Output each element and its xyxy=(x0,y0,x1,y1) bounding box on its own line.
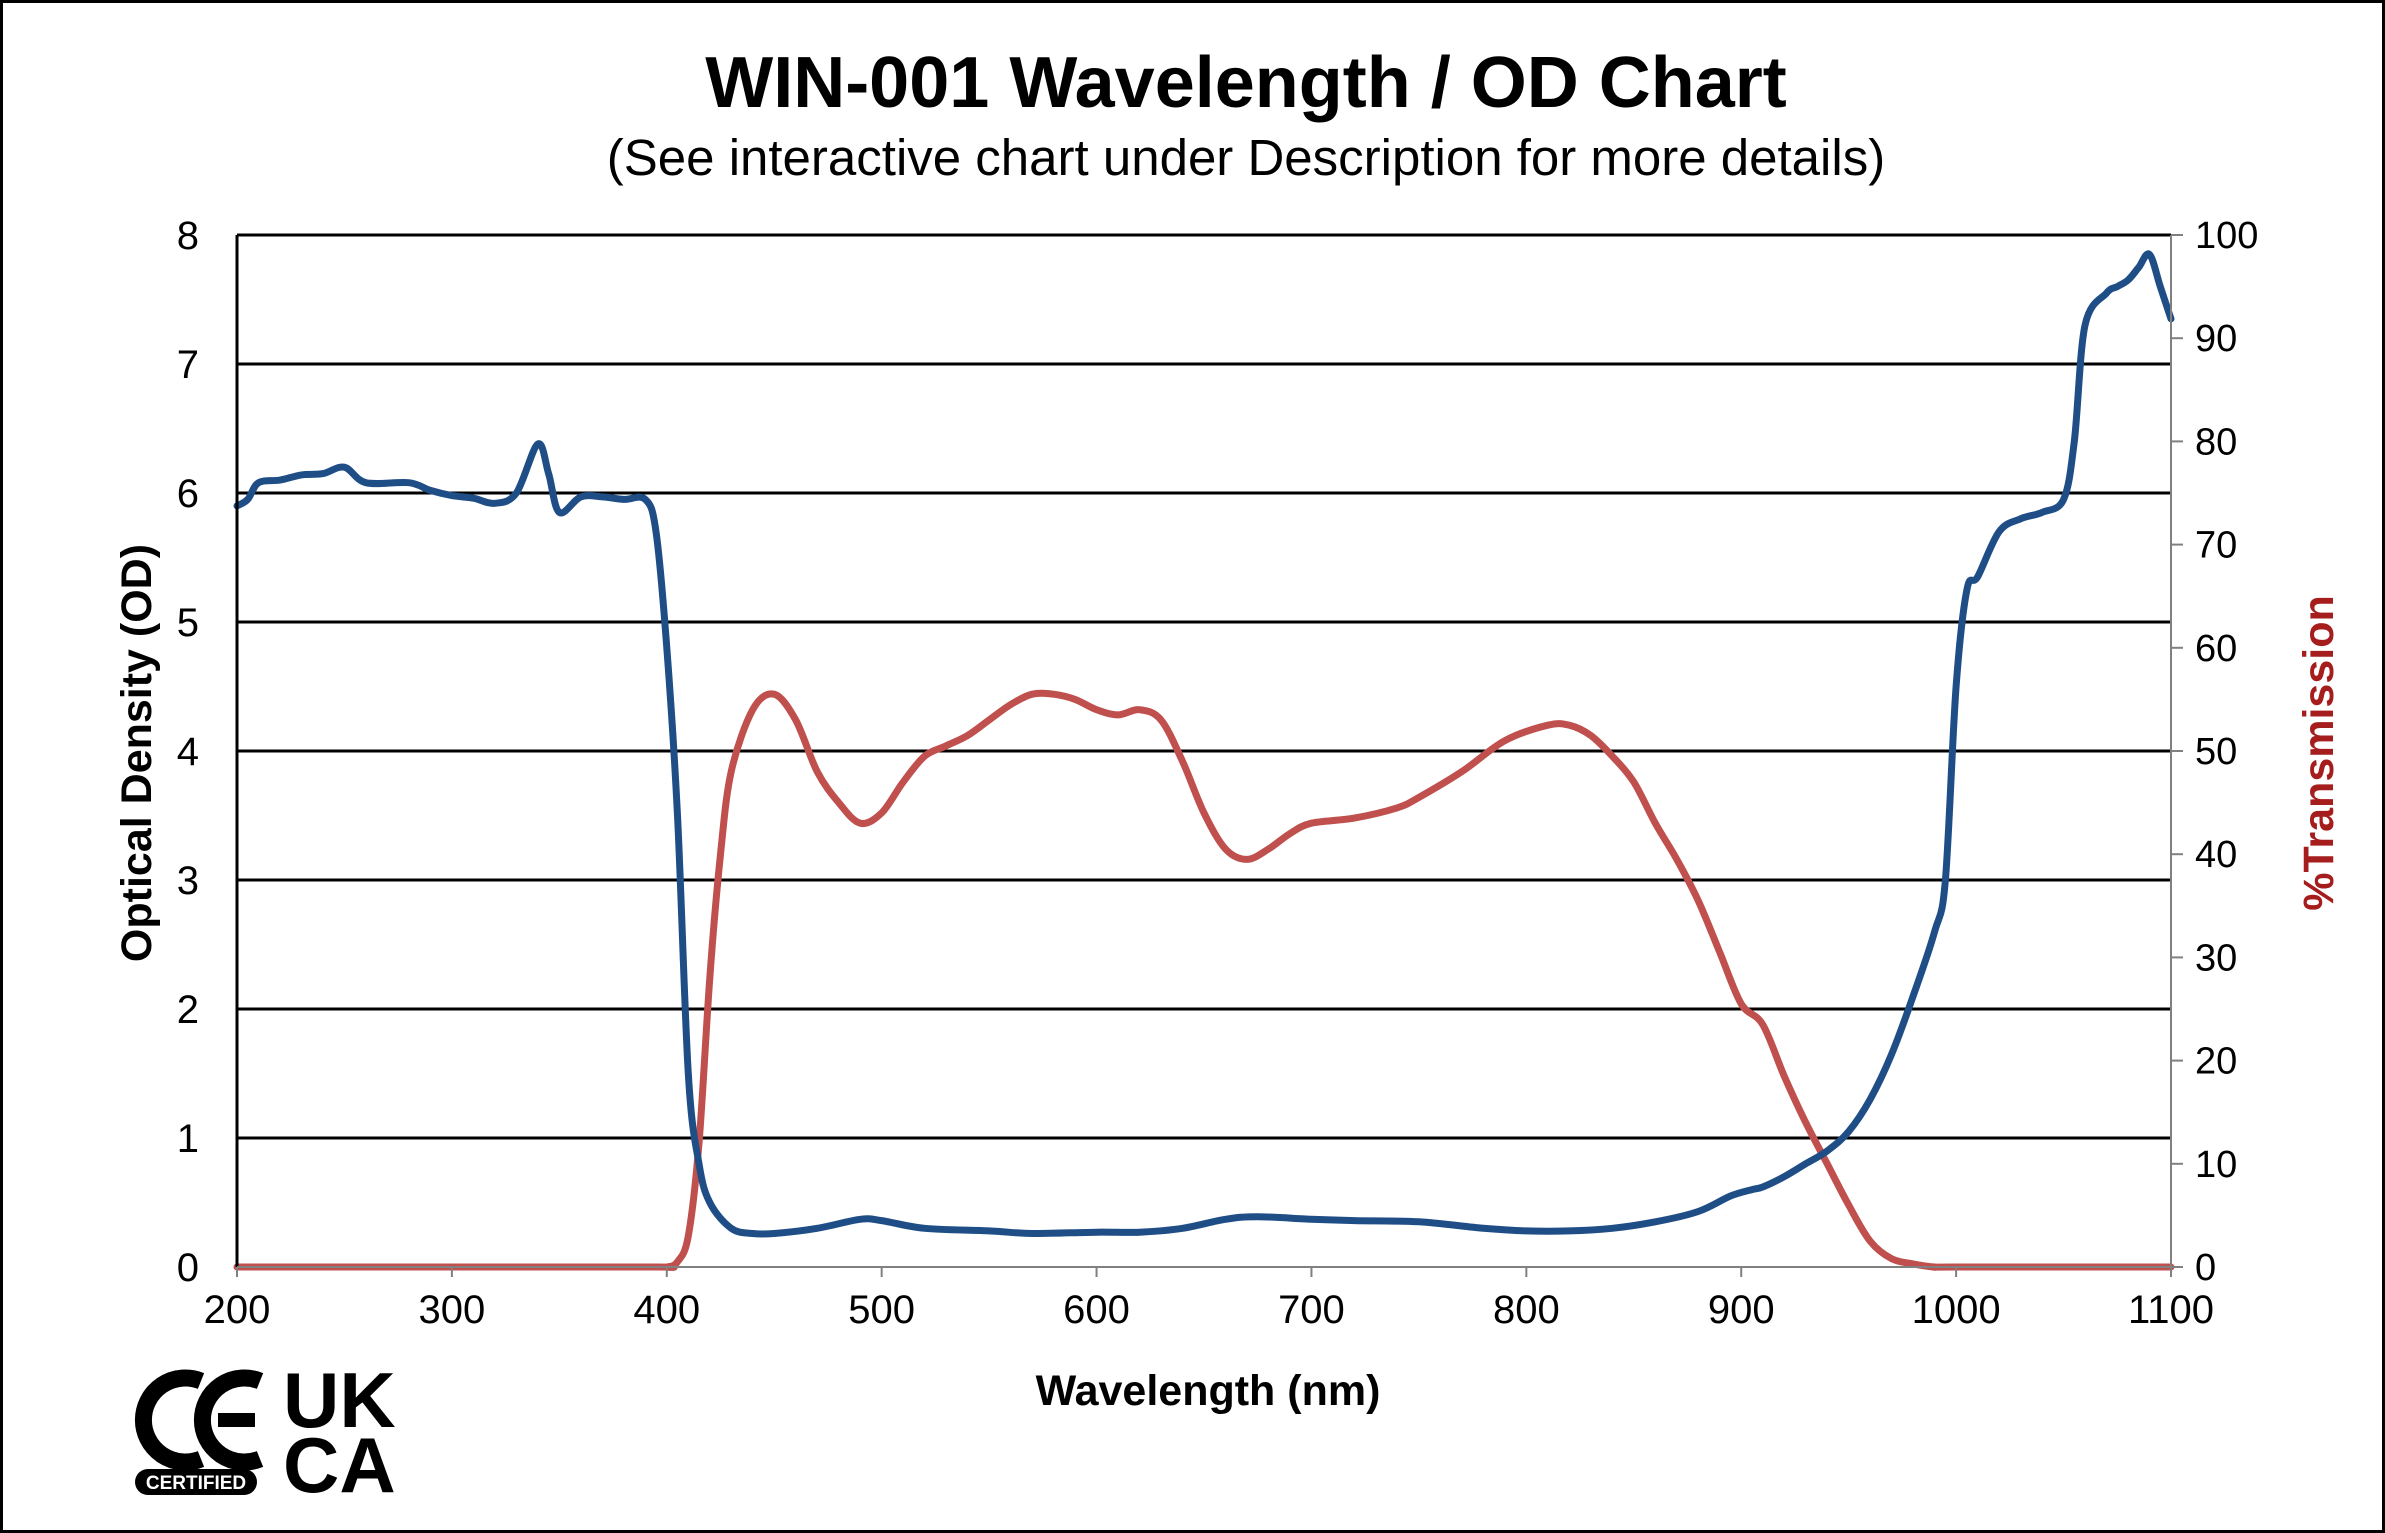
y2-tick-label-30: 30 xyxy=(2195,937,2237,979)
ukca-mark-uk: UK xyxy=(283,1356,396,1444)
y2-tick-label-90: 90 xyxy=(2195,318,2237,360)
chart-subtitle: (See interactive chart under Description… xyxy=(607,129,1885,186)
x-tick-label-800: 800 xyxy=(1493,1288,1560,1332)
x-tick-label-500: 500 xyxy=(848,1288,915,1332)
x-tick-label-1000: 1000 xyxy=(1912,1288,2001,1332)
x-tick-label-600: 600 xyxy=(1063,1288,1130,1332)
y2-tick-label-20: 20 xyxy=(2195,1041,2237,1083)
y2-tick-label-80: 80 xyxy=(2195,421,2237,463)
tick-labels: 200 300 400 500 600 700 800 900 1000 110001234567… xyxy=(177,214,2259,1332)
y-tick-label-8: 8 xyxy=(177,214,199,258)
y-tick-label-3: 3 xyxy=(177,859,199,903)
certification-logos: CE CERTIFIED UK CA xyxy=(3,3,396,1509)
y-tick-label-1: 1 xyxy=(177,1117,199,1161)
y2-axis-label: %Transmission xyxy=(2295,595,2343,910)
x-tick-label-200: 200 xyxy=(204,1288,271,1332)
ukca-mark-ca: CA xyxy=(283,1421,396,1509)
y2-tick-label-40: 40 xyxy=(2195,834,2237,876)
x-tick-label-300: 300 xyxy=(419,1288,486,1332)
y-axis-label: Optical Density (OD) xyxy=(113,544,161,962)
y2-tick-label-60: 60 xyxy=(2195,628,2237,670)
y2-tick-label-50: 50 xyxy=(2195,731,2237,773)
ce-mark-text: CE xyxy=(3,3,5,4)
transmission-series-line xyxy=(233,689,2175,1271)
y-tick-label-7: 7 xyxy=(177,343,199,387)
y-tick-label-6: 6 xyxy=(177,472,199,516)
y-tick-label-2: 2 xyxy=(177,988,199,1032)
axes xyxy=(235,233,2183,1277)
x-axis-label: Wavelength (nm) xyxy=(1036,1367,1381,1415)
y-tick-label-5: 5 xyxy=(177,601,199,645)
ce-mark: CE xyxy=(3,3,264,1471)
gridlines xyxy=(237,233,2171,1140)
series-layer xyxy=(233,250,2175,1271)
x-tick-label-700: 700 xyxy=(1278,1288,1345,1332)
certified-badge: CERTIFIED xyxy=(135,1469,257,1495)
y2-tick-label-100: 100 xyxy=(2195,215,2258,257)
x-tick-label-900: 900 xyxy=(1708,1288,1775,1332)
chart-title: WIN-001 Wavelength / OD Chart xyxy=(705,43,1787,123)
od-series-line xyxy=(233,250,2175,1238)
y-tick-label-4: 4 xyxy=(177,730,199,774)
od-transmission-chart: WIN-001 Wavelength / OD Chart (See inter… xyxy=(3,3,2343,1509)
y2-tick-label-70: 70 xyxy=(2195,525,2237,567)
x-tick-label-1100: 1100 xyxy=(2128,1288,2214,1332)
y2-tick-label-10: 10 xyxy=(2195,1144,2237,1186)
y-tick-label-0: 0 xyxy=(177,1246,199,1290)
x-tick-label-400: 400 xyxy=(633,1288,700,1332)
svg-text:CERTIFIED: CERTIFIED xyxy=(146,1473,246,1494)
y2-tick-label-0: 0 xyxy=(2195,1247,2216,1289)
